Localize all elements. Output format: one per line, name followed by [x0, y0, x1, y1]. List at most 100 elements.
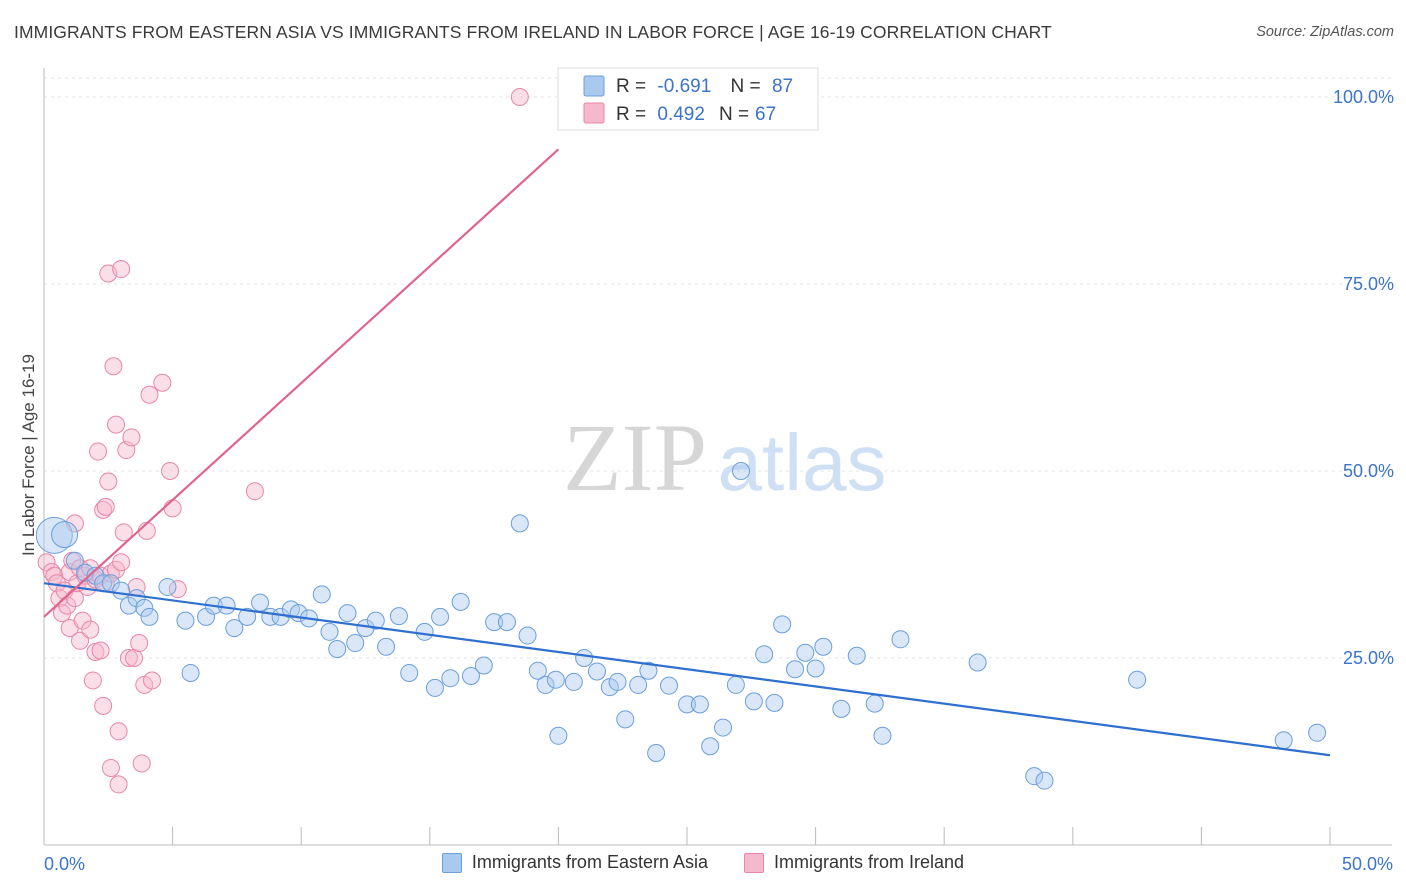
ireland-point-42 — [114, 523, 133, 542]
eastern-asia-point-45 — [510, 514, 529, 533]
ireland-point-54 — [153, 373, 172, 392]
eastern-asia-point-82 — [1035, 771, 1054, 790]
eastern-asia-point-0 — [35, 516, 73, 554]
ireland-point-56 — [163, 499, 182, 518]
eastern-asia-point-69 — [765, 693, 784, 712]
chart-title: IMMIGRANTS FROM EASTERN ASIA VS IMMIGRAN… — [14, 22, 1052, 42]
y-tick-label-25: 25.0% — [1343, 648, 1394, 668]
ireland-point-40 — [112, 260, 131, 279]
ireland-point-36 — [107, 415, 126, 434]
legend-swatch-ireland — [744, 852, 764, 873]
eastern-asia-point-29 — [338, 604, 357, 623]
eastern-asia-point-73 — [806, 659, 825, 678]
watermark-atlas: atlas — [718, 418, 887, 507]
eastern-asia-point-30 — [346, 634, 365, 653]
ireland-point-27 — [94, 696, 113, 715]
ireland-point-58 — [245, 482, 264, 501]
eastern-asia-point-58 — [639, 661, 658, 680]
eastern-asia-point-70 — [773, 615, 792, 634]
ireland-point-38 — [109, 722, 128, 741]
eastern-asia-point-68 — [755, 645, 774, 664]
eastern-asia-point-52 — [575, 649, 594, 667]
eastern-asia-point-64 — [714, 718, 733, 737]
eastern-asia-point-55 — [608, 672, 627, 691]
legend-r-label-2: R = — [616, 104, 646, 125]
y-tick-label-75: 75.0% — [1343, 274, 1394, 294]
eastern-asia-point-18 — [225, 619, 244, 638]
legend-label-ireland: Immigrants from Ireland — [774, 852, 965, 872]
eastern-asia-point-81 — [1025, 767, 1044, 786]
gridlines — [44, 77, 1392, 659]
series-legend: Immigrants from Eastern Asia Immigrants … — [0, 852, 1406, 873]
eastern-asia-point-8 — [119, 596, 138, 615]
ireland-point-28 — [94, 500, 113, 519]
eastern-asia-point-76 — [847, 646, 866, 665]
ireland-point-35 — [104, 357, 123, 376]
ireland-point-20 — [81, 620, 100, 639]
trend-lines — [43, 148, 1331, 757]
eastern-asia-point-56 — [616, 710, 635, 729]
eastern-asia-point-47 — [528, 661, 547, 680]
ireland-point-31 — [99, 472, 118, 491]
eastern-asia-point-48 — [536, 675, 555, 694]
y-tick-label-50: 50.0% — [1343, 461, 1394, 481]
eastern-asia-point-41 — [461, 666, 480, 685]
eastern-asia-point-67 — [744, 692, 763, 711]
y-axis-label: In Labor Force | Age 16-19 — [19, 354, 38, 556]
eastern-asia-point-77 — [865, 694, 884, 713]
eastern-asia-point-10 — [135, 598, 154, 617]
ireland-point-39 — [109, 775, 128, 794]
eastern-asia-point-44 — [497, 613, 516, 632]
eastern-asia-point-72 — [796, 643, 815, 662]
ireland-point-21 — [83, 671, 102, 690]
ireland-point-52 — [140, 385, 159, 404]
axes: 25.0% 50.0% 75.0% 100.0% 0.0% 50.0% — [43, 68, 1394, 874]
eastern-asia-point-28 — [328, 640, 347, 659]
legend-n-value-1: 87 — [772, 76, 793, 97]
source-credit: Source: ZipAtlas.com — [1256, 24, 1394, 40]
eastern-asia-point-85 — [1308, 723, 1327, 742]
eastern-asia-point-19 — [238, 607, 257, 626]
eastern-asia-point-34 — [389, 607, 408, 626]
ireland-point-15 — [71, 631, 90, 650]
eastern-asia-point-20 — [251, 593, 270, 612]
ireland-point-46 — [125, 649, 144, 667]
legend-n-label-2: N = — [719, 104, 749, 125]
eastern-asia-point-61 — [678, 695, 696, 714]
x-tick-label-0: 0.0% — [44, 854, 85, 874]
eastern-asia-point-63 — [701, 737, 720, 756]
legend-item-ireland[interactable]: Immigrants from Ireland — [744, 852, 964, 873]
eastern-asia-point-12 — [158, 577, 177, 596]
eastern-asia-point-66 — [732, 462, 751, 480]
legend-r-label-1: R = — [616, 76, 646, 97]
stats-legend: R = -0.691 N = 87 R = 0.492 N = 67 — [557, 67, 819, 131]
eastern-asia-point-57 — [629, 675, 648, 694]
eastern-asia-point-4 — [86, 566, 105, 585]
eastern-asia-point-35 — [400, 663, 419, 682]
legend-item-eastern-asia[interactable]: Immigrants from Eastern Asia — [441, 852, 708, 873]
eastern-asia-point-42 — [474, 656, 493, 675]
eastern-asia-point-59 — [647, 743, 666, 762]
eastern-asia-point-1 — [51, 521, 79, 549]
legend-swatch-eastern-asia — [441, 852, 462, 873]
eastern-asia-point-75 — [832, 699, 851, 718]
x-tick-label-50: 50.0% — [1342, 854, 1393, 874]
eastern-asia-point-53 — [587, 662, 606, 681]
eastern-asia-point-39 — [441, 669, 460, 688]
ireland-point-55 — [161, 462, 180, 480]
legend-r-value-1: -0.691 — [657, 76, 711, 97]
eastern-asia-point-13 — [176, 611, 195, 630]
y-tick-label-100: 100.0% — [1333, 87, 1394, 107]
eastern-asia-point-80 — [968, 653, 987, 672]
ireland-point-0 — [37, 553, 56, 572]
eastern-asia-point-2 — [65, 551, 84, 570]
eastern-asia-trend-line — [43, 582, 1331, 757]
eastern-asia-point-79 — [891, 630, 910, 649]
eastern-asia-point-74 — [814, 637, 833, 656]
ireland-point-45 — [122, 428, 141, 447]
eastern-asia-point-78 — [873, 726, 892, 745]
eastern-asia-point-83 — [1128, 670, 1147, 689]
legend-swatch-pink — [583, 102, 605, 124]
eastern-asia-point-17 — [217, 596, 236, 615]
ireland-point-41 — [112, 553, 131, 572]
